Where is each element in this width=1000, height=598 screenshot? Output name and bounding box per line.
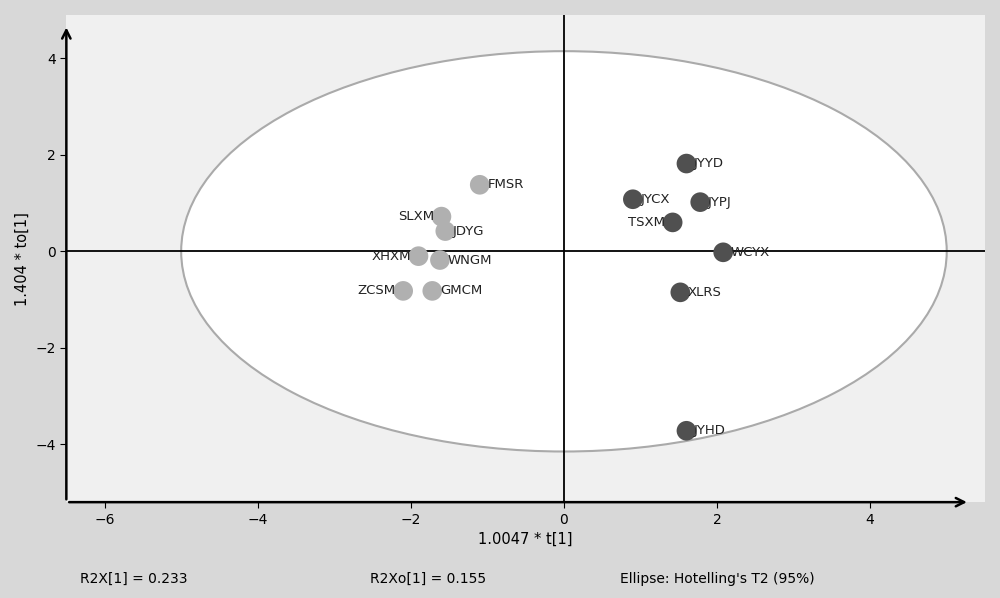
Text: FMSR: FMSR: [487, 178, 524, 191]
Text: JYPJ: JYPJ: [708, 196, 732, 209]
Point: [692, 197, 708, 207]
Text: JYCX: JYCX: [641, 193, 670, 206]
Text: GMCM: GMCM: [440, 285, 482, 297]
Text: XHXM: XHXM: [371, 249, 411, 263]
Text: TSXM: TSXM: [628, 216, 665, 229]
Text: R2X[1] = 0.233: R2X[1] = 0.233: [80, 572, 188, 586]
Point: [424, 286, 440, 295]
Point: [437, 226, 453, 236]
Text: R2Xo[1] = 0.155: R2Xo[1] = 0.155: [370, 572, 486, 586]
Point: [672, 288, 688, 297]
Point: [665, 218, 681, 227]
Point: [625, 194, 641, 204]
Text: Ellipse: Hotelling's T2 (95%): Ellipse: Hotelling's T2 (95%): [620, 572, 815, 586]
Ellipse shape: [181, 51, 947, 451]
Point: [678, 159, 694, 169]
Text: JYHD: JYHD: [694, 424, 726, 437]
Point: [472, 180, 488, 190]
Text: WNGM: WNGM: [448, 254, 492, 267]
Text: JYYD: JYYD: [694, 157, 724, 170]
Point: [433, 212, 449, 221]
Text: JDYG: JDYG: [453, 225, 484, 237]
Y-axis label: 1.404 * to[1]: 1.404 * to[1]: [15, 212, 30, 306]
Point: [432, 255, 448, 265]
Point: [395, 286, 411, 295]
Point: [715, 248, 731, 257]
Text: ZCSM: ZCSM: [357, 285, 396, 297]
Text: WCYX: WCYX: [731, 246, 770, 259]
Text: SLXM: SLXM: [398, 210, 434, 223]
X-axis label: 1.0047 * t[1]: 1.0047 * t[1]: [478, 532, 573, 547]
Text: XLRS: XLRS: [688, 286, 722, 299]
Point: [410, 251, 426, 261]
Point: [678, 426, 694, 435]
